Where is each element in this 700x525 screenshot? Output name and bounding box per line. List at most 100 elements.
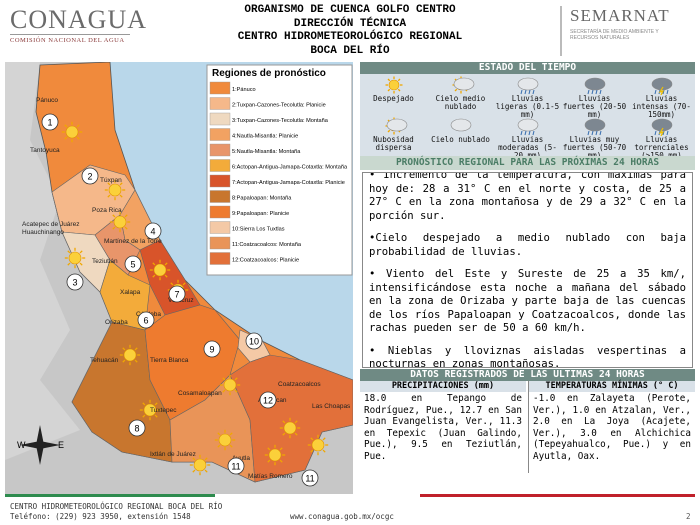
forecast-paragraph: • Nieblas y lloviznas aisladas vespertin…	[369, 344, 686, 368]
weather-icon	[385, 117, 407, 135]
weather-label: Cielo medio nublado	[435, 94, 486, 111]
sun-ray	[204, 457, 208, 461]
legend-swatch	[209, 252, 231, 265]
title-line: ORGANISMO DE CUENCA GOLFO CENTRO	[244, 4, 456, 16]
legend-label: 9:Papaloapan: Planicie	[232, 211, 289, 217]
legend-label: 7:Actopan-Antigua-Jamapa-Cotaxtla: Plani…	[232, 180, 345, 186]
sun-ray	[170, 282, 174, 286]
sun-ray	[164, 262, 168, 266]
sun	[218, 433, 232, 447]
legend-swatch	[209, 221, 231, 234]
weather-icon	[450, 118, 471, 132]
place-label: Cosamaloapan	[178, 390, 222, 397]
place-label: Martínez de la Torre	[104, 238, 162, 245]
weather-label: Lluvias ligeras (0.1-5 mm)	[495, 94, 560, 119]
rain-drop	[595, 130, 597, 136]
sun-ray	[152, 274, 156, 278]
legend-label: 8:Papaloapan: Montaña	[232, 196, 292, 202]
rain-drop	[520, 89, 522, 95]
section-header: DATOS REGISTRADOS DE LAS ÚLTIMAS 24 HORA…	[360, 369, 695, 381]
land	[5, 62, 80, 460]
column-text: -1.0 en Zalayeta (Perote, Ver.), 1.0 en …	[533, 393, 691, 462]
place-label: Xalapa	[120, 289, 141, 296]
sun-ray	[164, 274, 168, 278]
region-marker	[41, 113, 59, 131]
sun-ray	[310, 437, 314, 441]
sun	[268, 448, 282, 462]
region-9	[144, 304, 241, 421]
cloud	[450, 118, 471, 132]
sun-ray	[387, 129, 390, 133]
sun-ray	[152, 262, 156, 266]
sun-ray	[217, 444, 221, 448]
cloud	[453, 77, 474, 91]
sun-ray	[279, 447, 283, 451]
rain-drop	[524, 130, 526, 136]
region-marker	[203, 340, 221, 358]
sun-ray	[79, 262, 83, 266]
forecast-paragraph: • Incremento de la temperatura, con máxi…	[369, 172, 686, 222]
region-map: Regiones de pronóstico W E Pánuco Tantoyu…	[5, 62, 353, 494]
rain-drop	[524, 89, 526, 95]
weather-icon	[452, 76, 474, 94]
rain-drop	[532, 89, 534, 95]
section-header: ESTADO DEL TIEMPO	[360, 62, 695, 74]
weather-label: Lluvias fuertes (20-50 mm)	[562, 94, 627, 119]
sun	[68, 251, 82, 265]
legend-swatch	[209, 174, 231, 188]
sun-ray	[107, 194, 111, 198]
sun-ray	[119, 182, 123, 186]
weather-state: Lluvias fuertes (20-50 mm)	[561, 74, 628, 119]
region-number: 11	[231, 462, 240, 472]
column-text: 18.0 en Tepango de Rodríguez, Pue., 12.7…	[364, 393, 522, 462]
sun-ray	[154, 402, 158, 406]
sun-ray	[124, 226, 128, 230]
compass-label: W	[17, 440, 26, 450]
legend-label: 4:Nautla-Misantla: Planicie	[232, 134, 298, 140]
rain-drop	[595, 89, 597, 95]
title-line: CENTRO HIDROMETEOROLÓGICO REGIONAL	[237, 31, 463, 43]
weather-icon	[385, 76, 402, 94]
sun-ray	[222, 377, 226, 381]
legend-swatch	[209, 159, 231, 172]
place-label: Orizaba	[105, 319, 128, 326]
region-number: 1	[47, 118, 52, 128]
legend-swatch	[209, 190, 231, 203]
sun	[193, 458, 207, 472]
legend-title: Regiones de pronóstico	[212, 68, 326, 79]
sun-ray	[310, 449, 314, 453]
sun-ray	[122, 359, 126, 363]
region-number: 5	[130, 260, 135, 270]
column-header: PRECIPITACIONES (mm)	[360, 381, 526, 392]
legend-swatch	[209, 236, 231, 250]
legend-label: 12:Coatzacoalcos: Planicie	[232, 258, 299, 264]
weather-label: Despejado	[373, 94, 414, 103]
sun-ray	[222, 389, 226, 393]
forecast-text: • Incremento de la temperatura, con máxi…	[369, 172, 686, 368]
logo-subtitle: SECRETARÍA DE MEDIO AMBIENTE Y RECURSOS …	[570, 29, 659, 41]
weather-icon	[584, 118, 605, 136]
weather-state: Lluvias intensas (70-150mm)	[628, 74, 695, 119]
cloud	[651, 77, 672, 91]
region-number: 11	[305, 474, 314, 484]
place-label: Las Choapas	[312, 403, 351, 410]
sun-ray	[387, 78, 390, 82]
weather-state: Lluvias ligeras (0.1-5 mm)	[494, 74, 561, 119]
sun	[108, 183, 122, 197]
region-12	[229, 354, 353, 483]
weather-state: Cielo medio nublado	[427, 74, 494, 114]
sun-ray	[294, 432, 298, 436]
legend-label: 10:Sierra Los Tuxtlas	[232, 227, 285, 233]
lightning	[658, 127, 664, 136]
sun-ray	[234, 389, 238, 393]
region-marker	[137, 311, 155, 329]
cloud	[517, 118, 538, 132]
legend-box	[206, 64, 353, 276]
weather-icon	[517, 118, 538, 136]
sun-ray	[192, 457, 196, 461]
rain-drop	[587, 89, 589, 95]
cloud	[584, 118, 605, 132]
footer-stripe	[5, 494, 215, 497]
legend-label: 5:Nautla-Misantla: Montaña	[232, 149, 301, 155]
footer-stripe	[420, 494, 695, 497]
